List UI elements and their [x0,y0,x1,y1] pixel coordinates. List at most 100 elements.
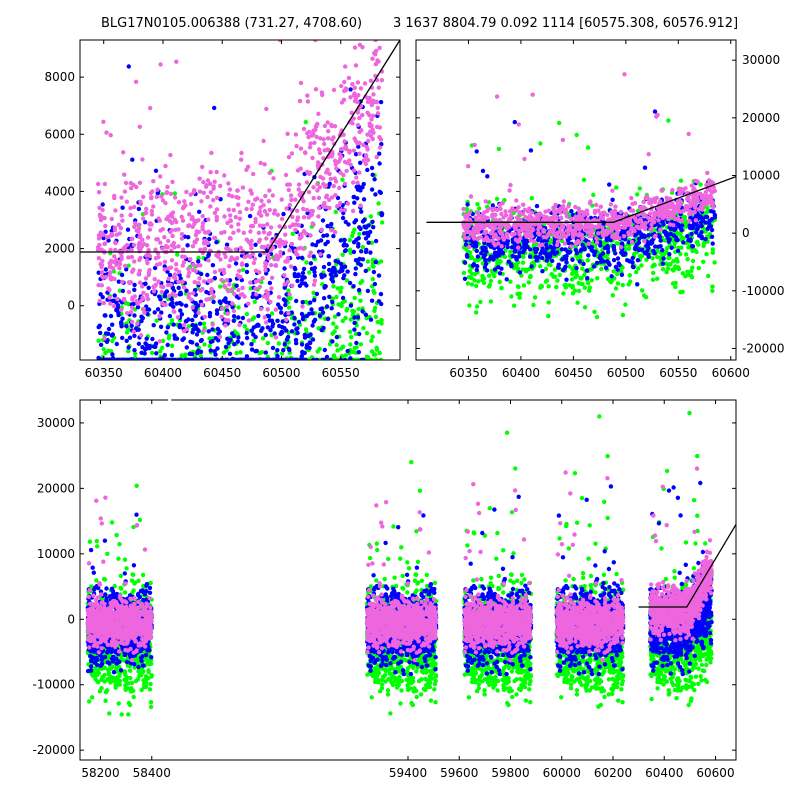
point-green [160,345,165,350]
point-blue [342,237,347,243]
point-blue [231,314,237,319]
point-green [378,357,383,360]
point-green [339,285,344,290]
point-blue [310,323,315,328]
point-blue [327,181,332,186]
point-blue [378,291,384,297]
point-green [339,346,344,351]
point-blue [197,321,203,326]
point-blue [281,347,286,353]
point-green [371,288,376,293]
point-green [340,252,345,257]
point-green [352,295,357,301]
point-green [202,342,207,347]
point-blue [363,268,368,274]
point-blue [231,333,237,339]
point-green [348,317,353,322]
point-blue [325,316,331,322]
point-blue [249,347,255,352]
point-blue [136,206,142,212]
point-green [372,305,378,311]
point-green [368,214,373,219]
point-green [286,288,291,293]
point-green [307,270,312,275]
point-green [376,201,381,206]
point-blue [372,177,377,182]
point-green [334,325,339,330]
point-blue [179,312,185,317]
point-blue [299,342,305,347]
point-green [344,308,349,313]
point-blue [120,288,126,294]
point-blue [330,279,336,284]
point-blue [331,233,336,239]
point-blue [352,220,357,225]
point-blue [379,142,384,147]
point-blue [227,351,233,356]
point-blue [310,337,316,342]
point-blue [270,345,276,351]
point-blue [164,330,169,335]
point-blue [247,213,253,219]
point-blue [369,165,375,171]
point-blue [267,280,273,286]
point-blue [341,275,346,281]
point-blue [177,324,182,330]
point-blue [257,253,263,258]
point-blue [189,351,195,357]
point-blue [327,267,332,273]
point-blue [310,242,315,247]
point-blue [152,310,157,315]
point-blue [132,287,137,292]
point-green [369,338,374,343]
point-green [201,321,207,326]
point-blue [164,289,170,294]
point-blue [293,266,298,272]
point-green [361,325,366,331]
point-blue [373,192,378,197]
point-blue [351,284,356,289]
point-green [234,331,240,336]
point-blue [295,330,300,336]
point-blue [355,196,360,201]
point-blue [370,172,375,177]
point-blue [212,105,217,111]
point-green [238,350,243,355]
point-blue [130,157,135,162]
point-green [317,346,322,352]
point-blue [292,315,297,321]
point-blue [353,271,358,277]
point-blue [134,357,139,360]
point-green [167,333,172,338]
point-green [338,289,343,294]
point-blue [340,295,346,301]
point-blue [325,223,330,229]
point-blue [353,258,359,263]
title-right: 3 1637 8804.79 0.092 1114 [60575.308, 60… [393,16,739,31]
point-blue [132,333,137,338]
point-blue [207,236,212,242]
point-blue [314,357,319,360]
point-blue [330,299,335,305]
point-green [373,357,378,360]
point-blue [208,339,213,345]
point-blue [377,161,382,166]
point-green [351,309,357,314]
point-blue [214,308,220,313]
point-blue [352,327,357,332]
point-blue [212,349,217,354]
point-blue [120,316,125,321]
point-blue [147,344,152,349]
point-blue [334,334,340,340]
point-green [377,350,382,356]
point-green [332,329,337,334]
point-green [276,341,282,346]
point-blue [353,152,359,157]
point-blue [159,310,164,315]
point-green [332,314,338,319]
point-green [252,299,257,304]
point-green [331,284,336,289]
point-green [349,334,354,340]
